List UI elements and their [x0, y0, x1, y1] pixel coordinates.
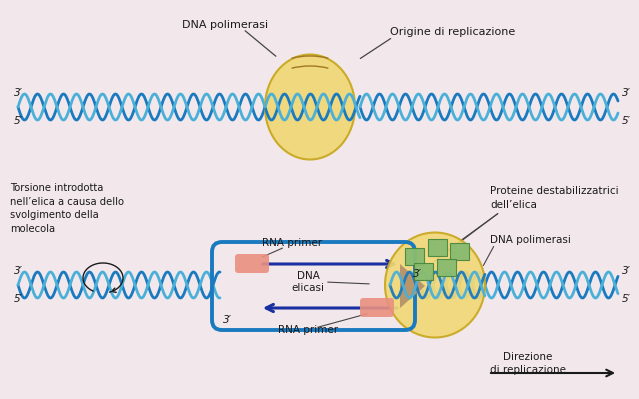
FancyBboxPatch shape — [437, 259, 456, 276]
Text: Torsione introdotta
nell’elica a causa dello
svolgimento della
molecola: Torsione introdotta nell’elica a causa d… — [10, 183, 124, 234]
Text: Origine di replicazione: Origine di replicazione — [390, 27, 515, 37]
Text: 3′: 3′ — [14, 88, 23, 98]
Text: RNA primer: RNA primer — [262, 238, 322, 248]
Text: 5′: 5′ — [622, 294, 631, 304]
Ellipse shape — [265, 55, 355, 160]
FancyBboxPatch shape — [428, 239, 447, 256]
FancyBboxPatch shape — [414, 263, 433, 280]
Ellipse shape — [385, 233, 485, 338]
Text: 3′: 3′ — [622, 266, 631, 276]
Polygon shape — [400, 264, 425, 308]
Text: 5′: 5′ — [14, 294, 23, 304]
Text: 3′: 3′ — [413, 269, 422, 279]
FancyBboxPatch shape — [235, 254, 269, 273]
Text: 5′: 5′ — [14, 116, 23, 126]
Text: 3′: 3′ — [14, 266, 23, 276]
Text: 5′: 5′ — [622, 116, 631, 126]
FancyBboxPatch shape — [450, 243, 469, 260]
FancyBboxPatch shape — [405, 248, 424, 265]
Text: DNA
elicasi: DNA elicasi — [291, 271, 325, 293]
Text: DNA polimerasi: DNA polimerasi — [490, 235, 571, 245]
Text: RNA primer: RNA primer — [278, 325, 338, 335]
Text: Proteine destabilizzatrici
dell’elica: Proteine destabilizzatrici dell’elica — [490, 186, 619, 209]
Text: 3′: 3′ — [622, 88, 631, 98]
Text: DNA polimerasi: DNA polimerasi — [182, 20, 268, 30]
Text: 3′: 3′ — [222, 315, 231, 325]
Text: Direzione
di replicazione: Direzione di replicazione — [490, 352, 566, 375]
FancyBboxPatch shape — [360, 298, 394, 317]
